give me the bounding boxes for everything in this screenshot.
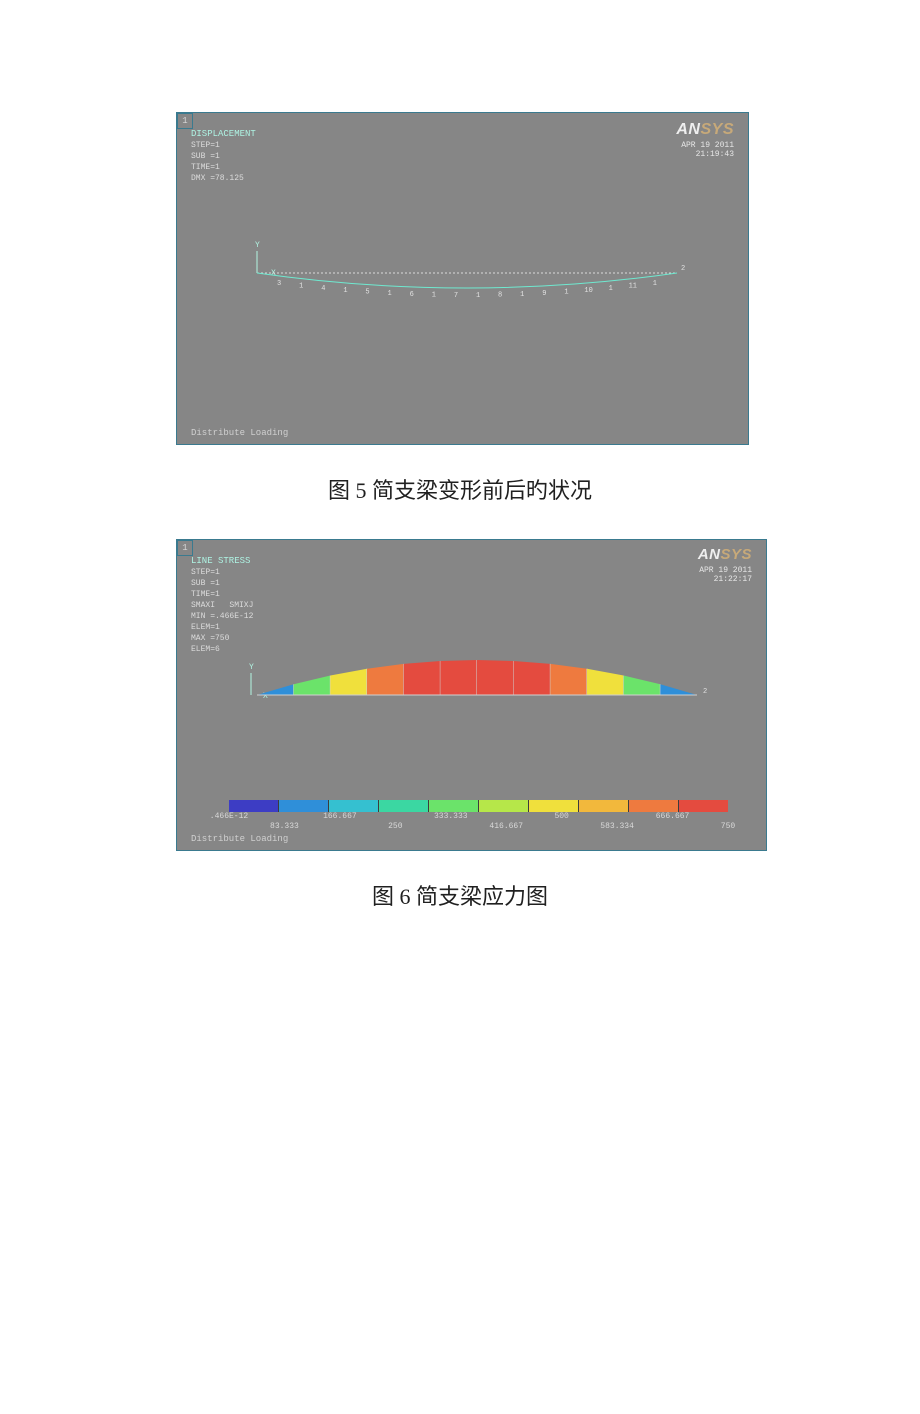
svg-text:9: 9 bbox=[542, 290, 546, 298]
svg-text:6: 6 bbox=[410, 291, 414, 299]
svg-text:2: 2 bbox=[681, 265, 685, 273]
svg-text:3: 3 bbox=[277, 280, 281, 288]
svg-text:Y: Y bbox=[255, 241, 260, 250]
svg-text:4: 4 bbox=[321, 285, 325, 293]
fig6-legend-bar bbox=[229, 800, 728, 812]
svg-text:1: 1 bbox=[299, 283, 303, 291]
svg-text:1: 1 bbox=[564, 289, 568, 297]
svg-text:1: 1 bbox=[432, 292, 436, 300]
svg-text:1: 1 bbox=[388, 290, 392, 298]
svg-text:1: 1 bbox=[653, 280, 657, 288]
fig5-footer-note: Distribute Loading bbox=[191, 428, 288, 438]
figure-6-panel: 1 LINE STRESS STEP=1 SUB =1 TIME=1 SMAXI… bbox=[176, 539, 767, 851]
svg-text:8: 8 bbox=[498, 292, 502, 300]
svg-text:1: 1 bbox=[476, 292, 480, 300]
svg-text:Y: Y bbox=[249, 663, 254, 672]
svg-text:7: 7 bbox=[454, 292, 458, 300]
svg-text:1: 1 bbox=[609, 285, 613, 293]
figure-5-panel: 1 DISPLACEMENT STEP=1 SUB =1 TIME=1 DMX … bbox=[176, 112, 749, 445]
svg-text:2: 2 bbox=[703, 688, 707, 696]
fig6-footer-note: Distribute Loading bbox=[191, 834, 288, 844]
svg-text:1: 1 bbox=[343, 287, 347, 295]
svg-text:10: 10 bbox=[584, 287, 592, 295]
svg-text:11: 11 bbox=[629, 283, 637, 291]
fig6-legend-labels: .466E-1283.333166.667250333.333416.66750… bbox=[229, 814, 728, 832]
figure-6-caption: 图 6 简支梁应力图 bbox=[0, 879, 920, 911]
figure-5-caption: 图 5 简支梁变形前后旳状况 bbox=[0, 473, 920, 505]
svg-text:5: 5 bbox=[365, 289, 369, 297]
fig5-plot-area: YX314151617181911011112 bbox=[177, 113, 750, 446]
svg-text:1: 1 bbox=[520, 291, 524, 299]
fig6-plot-area: YX2 bbox=[177, 540, 768, 780]
